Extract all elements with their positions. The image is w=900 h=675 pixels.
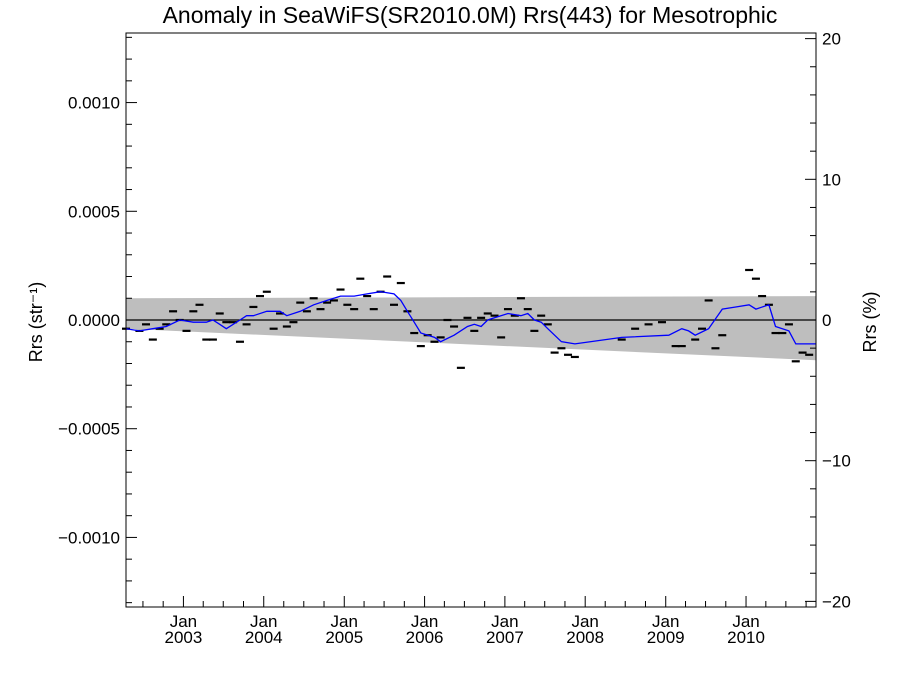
chart-title: Anomaly in SeaWiFS(SR2010.0M) Rrs(443) f… bbox=[163, 2, 778, 28]
right-tick-label: −10 bbox=[822, 452, 851, 471]
x-tick-month-label: Jan bbox=[331, 612, 358, 631]
x-tick-month-label: Jan bbox=[571, 612, 598, 631]
smoothed-anomaly-series bbox=[125, 291, 816, 345]
left-tick-label: −0.0010 bbox=[58, 528, 120, 547]
x-tick-year-label: 2005 bbox=[325, 628, 363, 647]
left-tick-label: −0.0005 bbox=[58, 420, 120, 439]
right-tick-label: −20 bbox=[822, 592, 851, 611]
x-tick-month-label: Jan bbox=[491, 612, 518, 631]
left-tick-label: 0.0010 bbox=[68, 94, 120, 113]
x-tick-year-label: 2003 bbox=[165, 628, 203, 647]
left-tick-label: 0.0005 bbox=[68, 202, 120, 221]
x-tick-month-label: Jan bbox=[250, 612, 277, 631]
x-tick-year-label: 2008 bbox=[566, 628, 604, 647]
right-tick-label: 20 bbox=[822, 30, 841, 49]
left-tick-label: 0.0000 bbox=[68, 311, 120, 330]
x-tick-month-label: Jan bbox=[652, 612, 679, 631]
right-y-axis: 20 10 0 −10 −20 bbox=[805, 30, 851, 611]
x-tick-month-label: Jan bbox=[732, 612, 759, 631]
left-axis-title: Rrs (str⁻¹) bbox=[26, 282, 46, 362]
left-y-axis: 0.0010 0.0005 0.0000 −0.0005 −0.0010 bbox=[58, 36, 137, 604]
x-tick-year-label: 2004 bbox=[245, 628, 283, 647]
x-tick-year-label: 2010 bbox=[727, 628, 765, 647]
x-tick-month-label: Jan bbox=[411, 612, 438, 631]
x-tick-year-label: 2006 bbox=[406, 628, 444, 647]
smoothed-line bbox=[125, 291, 816, 345]
x-tick-year-label: 2009 bbox=[647, 628, 685, 647]
right-axis-title: Rrs (%) bbox=[860, 292, 880, 353]
x-axis: Jan2003Jan2004Jan2005Jan2006Jan2007Jan20… bbox=[142, 596, 807, 647]
x-tick-month-label: Jan bbox=[170, 612, 197, 631]
uncertainty-band bbox=[126, 296, 816, 361]
uncertainty-band-area bbox=[126, 296, 816, 361]
right-tick-label: 0 bbox=[822, 311, 831, 330]
x-tick-year-label: 2007 bbox=[486, 628, 524, 647]
right-tick-label: 10 bbox=[822, 170, 841, 189]
